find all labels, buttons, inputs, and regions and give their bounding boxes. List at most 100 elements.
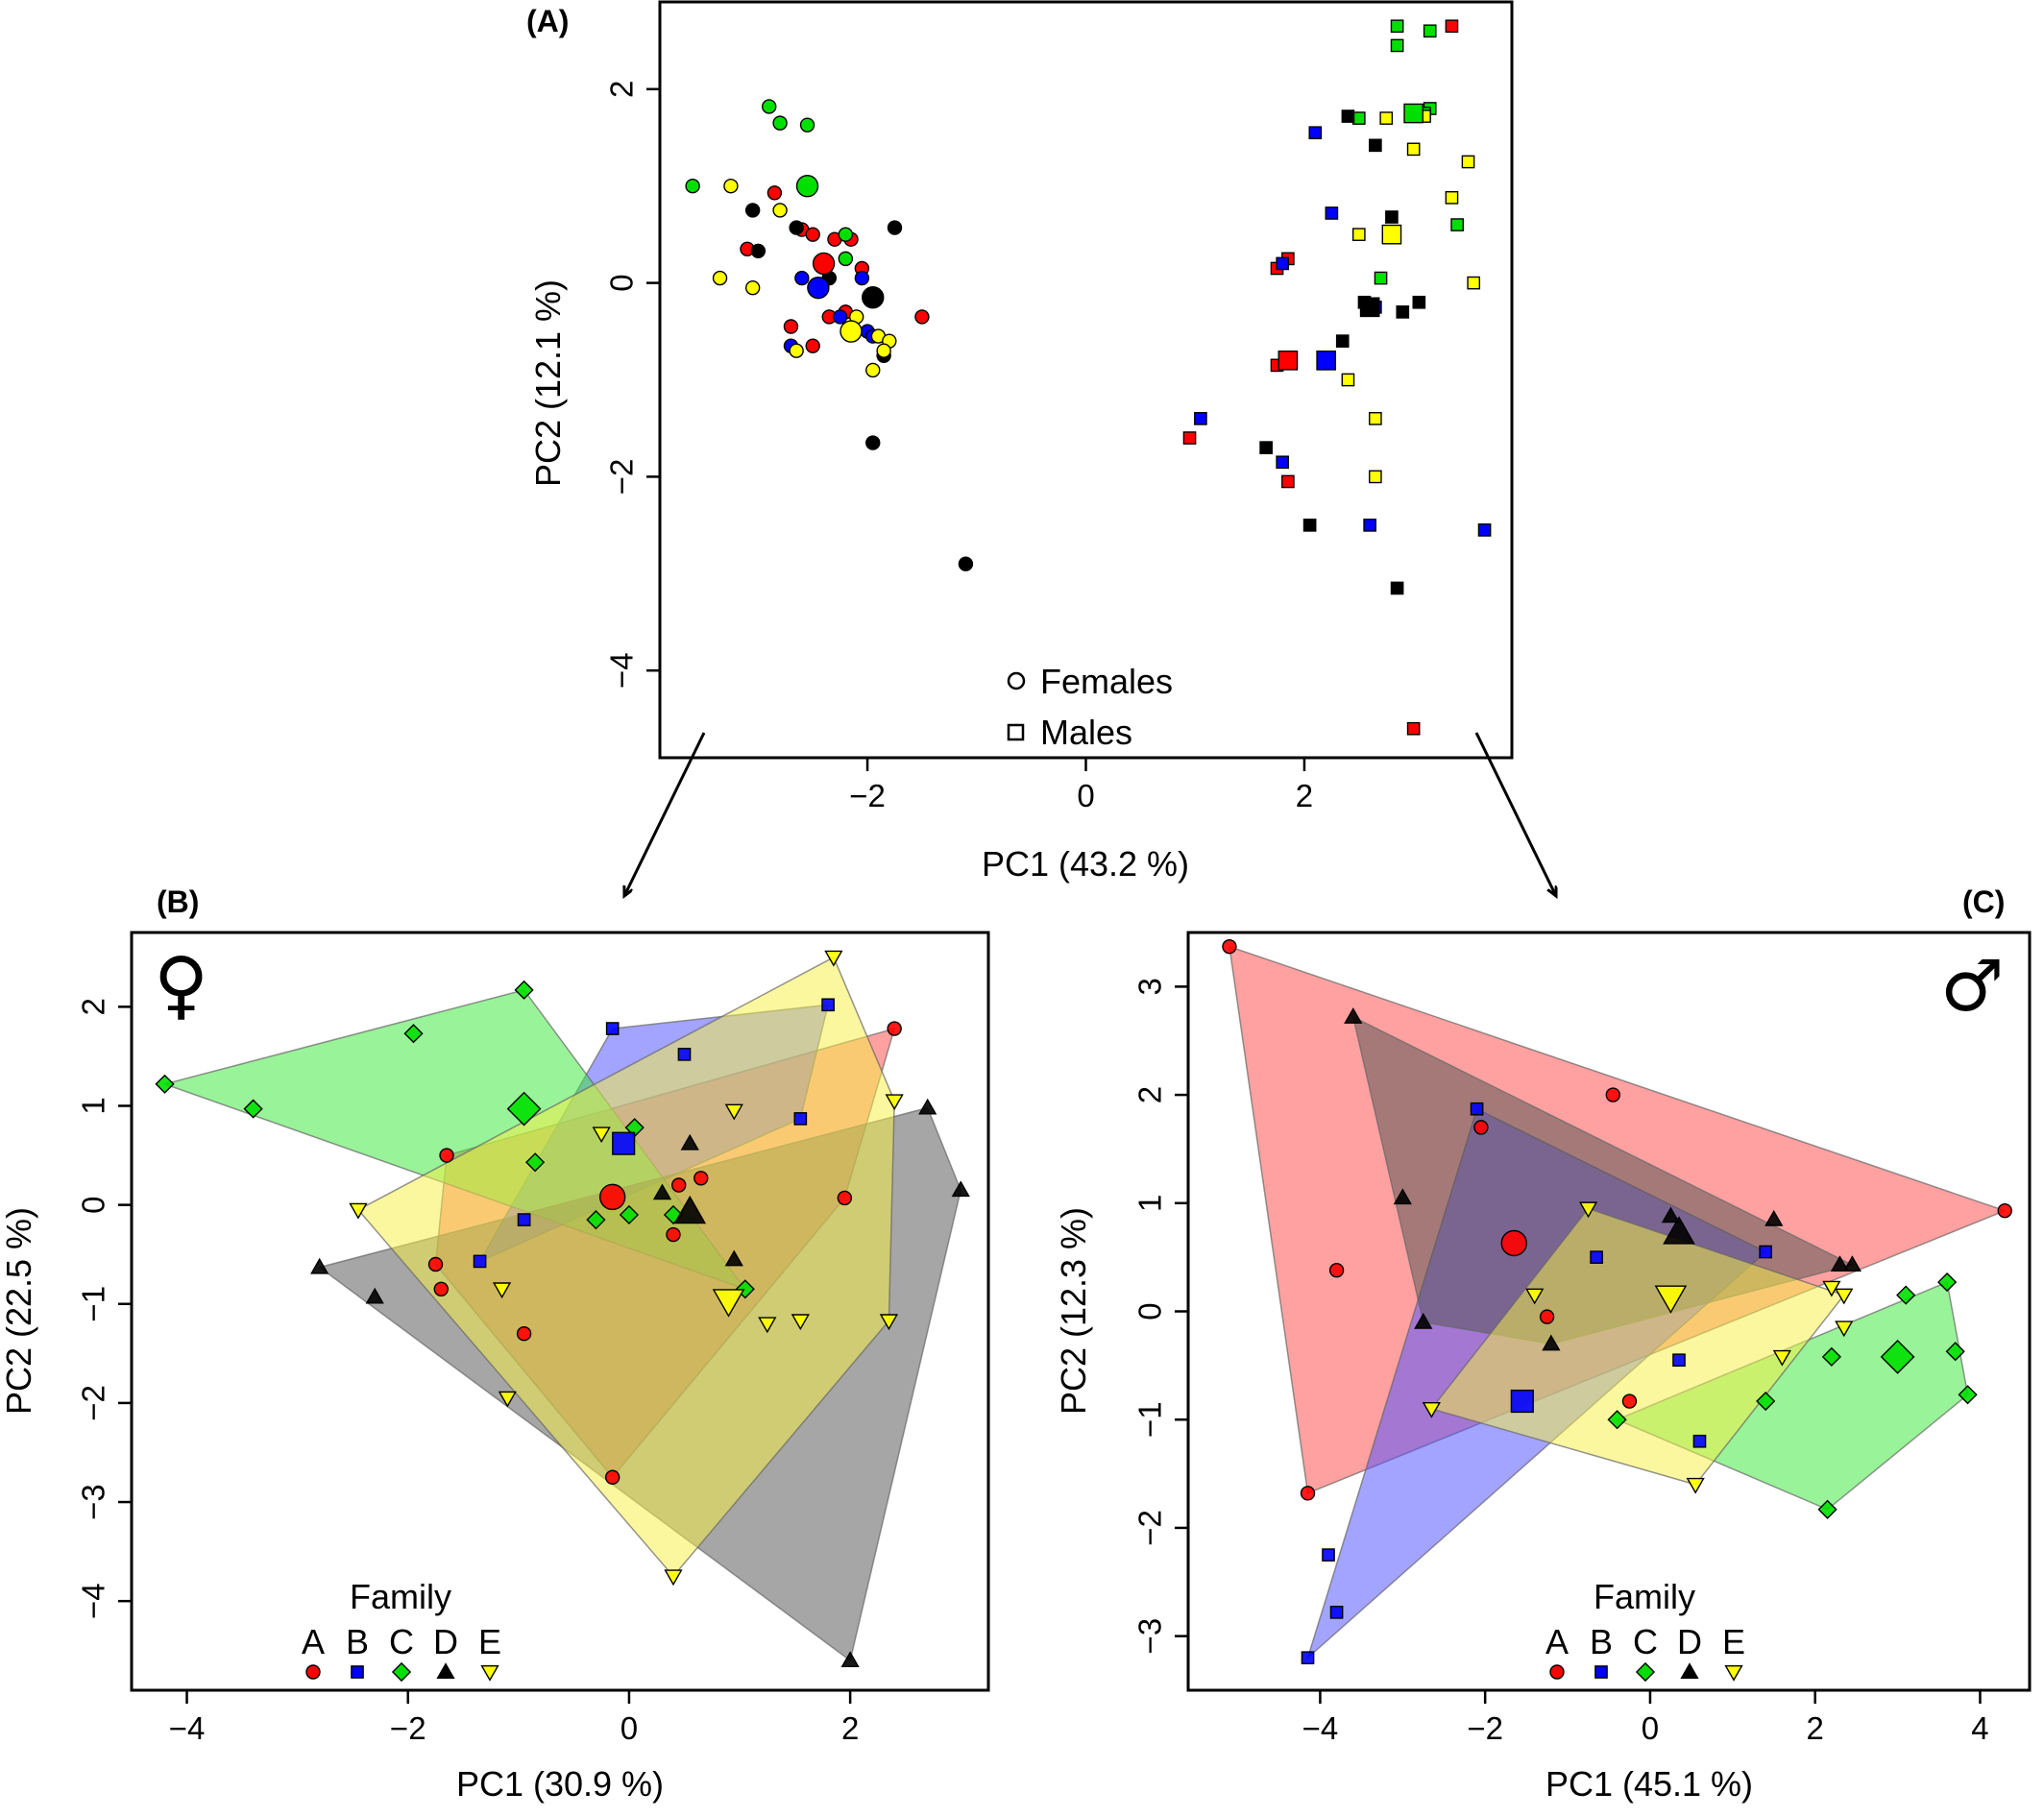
panel-b-frame: [130, 931, 990, 1692]
panel-a-point-males-family-e: [1369, 470, 1382, 484]
panel-b-point-family-e: [724, 1103, 743, 1121]
panel-b-point-family-c: [403, 1024, 424, 1044]
panel-b-legend-label-c: C: [389, 1622, 414, 1661]
panel-b-point-family-a: [694, 1171, 709, 1186]
panel-a-point-females-family-e: [772, 203, 788, 218]
panel-b-point-family-d: [951, 1180, 970, 1198]
panel-a-point-females-family-a: [805, 227, 820, 242]
panel-a-point-females-family-b: [854, 270, 870, 286]
panel-a-y-tick-label: −2: [604, 459, 640, 496]
panel-b-point-family-b: [517, 1213, 531, 1226]
panel-b-point-family-e-mean: [712, 1289, 745, 1318]
panel-a-point-males-family-a: [1406, 721, 1421, 736]
panel-c-point-family-a: [1605, 1087, 1620, 1102]
panel-c-legend-label-b: B: [1590, 1622, 1613, 1661]
panel-a-point-males-family-c: [1351, 111, 1366, 125]
panel-c-point-family-b: [1692, 1434, 1707, 1448]
panel-a-point-males-family-b: [1276, 455, 1290, 470]
panel-c-point-family-c: [1937, 1272, 1958, 1293]
panel-a-point-males-family-b-mean: [1316, 350, 1337, 371]
panel-c-point-family-e: [1835, 1288, 1854, 1305]
panel-a-point-males-family-b: [1363, 519, 1376, 532]
panel-b-point-family-d: [724, 1249, 743, 1267]
panel-a-point-males-family-a: [1281, 474, 1295, 489]
arrow-to-panel-b: [624, 732, 706, 896]
panel-c-x-axis-label: PC1 (45.1 %): [1545, 1764, 1753, 1804]
panel-a-point-females-family-c: [772, 115, 788, 131]
panel-b-point-family-c: [586, 1210, 606, 1230]
legend-males-marker: [1007, 723, 1025, 741]
panel-a-point-females-family-e-mean: [840, 320, 863, 343]
panel-a-point-males-family-d: [1341, 109, 1355, 123]
panel-a-point-females-family-a: [805, 338, 820, 353]
panel-c-point-family-c-mean: [1880, 1339, 1915, 1374]
panel-c-ticks: −4 −2 0 2 4 −3 −2 −1 0 1 2 3: [1132, 978, 1989, 1746]
panel-b: (B) −4 −2 0 2 −4 −3 −2 −1 0 1 2 ♀ PC1 (30.9 %) PC2…: [0, 884, 990, 1804]
panel-c-legend-marker-c: [1635, 1661, 1656, 1683]
panel-b-point-family-c-mean: [506, 1091, 542, 1127]
panel-a-point-males-family-b: [1477, 523, 1492, 537]
arrow-to-panel-c: [1474, 732, 1556, 896]
panel-a-point-males-family-e-mean: [1381, 224, 1402, 245]
legend-females-marker: [1007, 671, 1026, 690]
panel-a-x-axis-label: PC1 (43.2 %): [982, 844, 1189, 884]
panel-a-legend: Females Males: [1007, 662, 1173, 752]
panel-a-point-females-family-c: [838, 227, 854, 242]
panel-c-point-family-d: [1830, 1255, 1850, 1272]
panel-b-point-family-a: [433, 1281, 449, 1296]
panel-b-hull-family-e: [356, 956, 895, 1578]
panel-b-point-family-b: [821, 998, 835, 1012]
panel-a-point-males-family-a-mean: [1278, 350, 1299, 371]
panel-a-point-males-family-e: [1467, 276, 1481, 290]
panel-c-x-tick-label: 4: [1971, 1710, 1988, 1746]
panel-b-point-family-d: [310, 1257, 329, 1274]
panel-a-point-females-family-d: [958, 556, 974, 571]
panel-b-point-family-a: [887, 1021, 902, 1036]
panel-a-y-axis-label: PC2 (12.1 %): [528, 279, 568, 487]
female-sex-symbol: ♀: [154, 942, 208, 1029]
panel-c-point-family-a: [1621, 1393, 1638, 1409]
panel-a-point-males-family-c: [1390, 38, 1404, 53]
panel-c-y-tick-label: 3: [1132, 978, 1168, 995]
panel-a-point-females-family-d: [789, 220, 804, 235]
panel-a-point-females-family-b-mean: [807, 276, 830, 300]
panel-c-y-axis-label: PC2 (12.3 %): [1054, 1207, 1093, 1415]
panel-a-point-males-family-d: [1385, 210, 1399, 224]
panel-a-point-females-family-e: [865, 362, 881, 378]
panel-a-plot-area: [685, 19, 1492, 736]
panel-c-point-family-e: [1686, 1477, 1705, 1494]
panel-b-point-family-e: [885, 1094, 904, 1111]
panel-b-point-family-e: [664, 1569, 683, 1587]
panel-c-point-family-c: [1896, 1285, 1916, 1305]
panel-a-point-females-family-d-mean: [862, 286, 885, 309]
panel-b-legend-marker-c: [391, 1661, 412, 1683]
panel-a-point-females-family-c: [838, 251, 854, 267]
panel-a-point-females-family-d: [744, 203, 761, 218]
panel-b-point-family-e: [592, 1127, 611, 1144]
panel-a-point-males-family-b: [1276, 256, 1290, 271]
panel-b-x-axis-label: PC1 (30.9 %): [456, 1764, 664, 1804]
panel-b-point-family-c: [619, 1204, 640, 1225]
panel-a-point-males-family-c: [1390, 19, 1404, 34]
panel-a-point-males-family-d: [1259, 441, 1273, 454]
panel-b-point-family-d: [365, 1287, 384, 1304]
panel-a-point-males-family-c: [1374, 271, 1388, 285]
male-sex-symbol: ♂: [1940, 945, 2004, 1028]
panel-b-legend-marker-a: [305, 1664, 321, 1680]
panel-b-legend-label-e: E: [478, 1622, 501, 1661]
panel-a-point-females-family-c: [685, 179, 700, 194]
panel-c-label: (C): [1962, 884, 2005, 919]
panel-c-point-family-b: [1470, 1102, 1484, 1116]
panel-c-x-tick-label: 2: [1807, 1710, 1824, 1746]
panel-a-ticks: −2 0 2 −4 −2 0 2: [604, 81, 1314, 813]
panel-c-point-family-b: [1322, 1548, 1335, 1562]
panel-a-y-tick-label: 2: [604, 81, 640, 98]
panel-c-point-family-d: [1344, 1007, 1363, 1024]
panel-c-legend-label-a: A: [1545, 1622, 1569, 1661]
panel-b-x-tick-label: −2: [390, 1710, 426, 1746]
panel-c-point-family-b: [1329, 1606, 1344, 1619]
panel-b-legend-marker-b: [351, 1665, 364, 1679]
panel-b-point-family-c: [663, 1204, 684, 1225]
